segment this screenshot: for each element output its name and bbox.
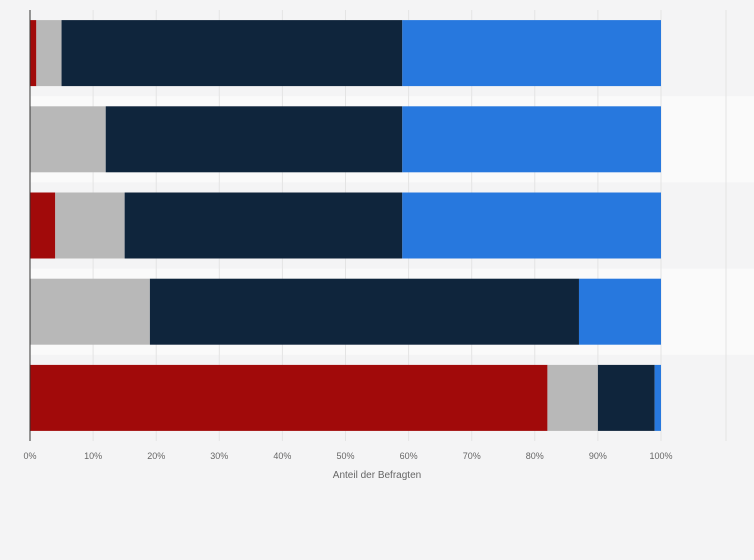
x-tick-labels: 0% 10% 20% 30% 40% 50% 60% 70% 80% 90% 100% xyxy=(23,451,672,461)
x-tick-label: 30% xyxy=(210,451,228,461)
x-tick-label: 80% xyxy=(526,451,544,461)
x-tick-label: 70% xyxy=(463,451,481,461)
bar-segment-s2-row4 xyxy=(30,278,150,345)
bar-segment-s2-row2 xyxy=(30,106,106,173)
bar-segment-s4-row5 xyxy=(654,364,661,431)
bar-segment-s3-row1 xyxy=(61,20,403,87)
bar-segment-s4-row2 xyxy=(402,106,661,173)
bar-segment-s1-row1 xyxy=(30,20,37,87)
bar-segment-s1-row5 xyxy=(30,364,548,431)
bar-segment-s2-row1 xyxy=(36,20,62,87)
bar-segment-s4-row3 xyxy=(402,192,661,259)
x-tick-label: 40% xyxy=(273,451,291,461)
x-tick-label: 50% xyxy=(336,451,354,461)
bar-segment-s3-row2 xyxy=(105,106,403,173)
bars xyxy=(30,20,661,431)
bar-segment-s4-row1 xyxy=(402,20,661,87)
x-tick-label: 100% xyxy=(649,451,672,461)
x-tick-label: 60% xyxy=(400,451,418,461)
bar-segment-s3-row5 xyxy=(597,364,655,431)
bar-segment-s3-row3 xyxy=(124,192,403,259)
x-tick-label: 20% xyxy=(147,451,165,461)
x-tick-label: 0% xyxy=(23,451,36,461)
bar-segment-s2-row5 xyxy=(547,364,598,431)
bar-segment-s4-row4 xyxy=(578,278,661,345)
x-axis-title: Anteil der Befragten xyxy=(333,470,421,481)
bar-segment-s1-row3 xyxy=(30,192,56,259)
bar-segment-s3-row4 xyxy=(149,278,579,345)
x-tick-label: 10% xyxy=(84,451,102,461)
bar-segment-s2-row3 xyxy=(55,192,125,259)
x-tick-label: 90% xyxy=(589,451,607,461)
